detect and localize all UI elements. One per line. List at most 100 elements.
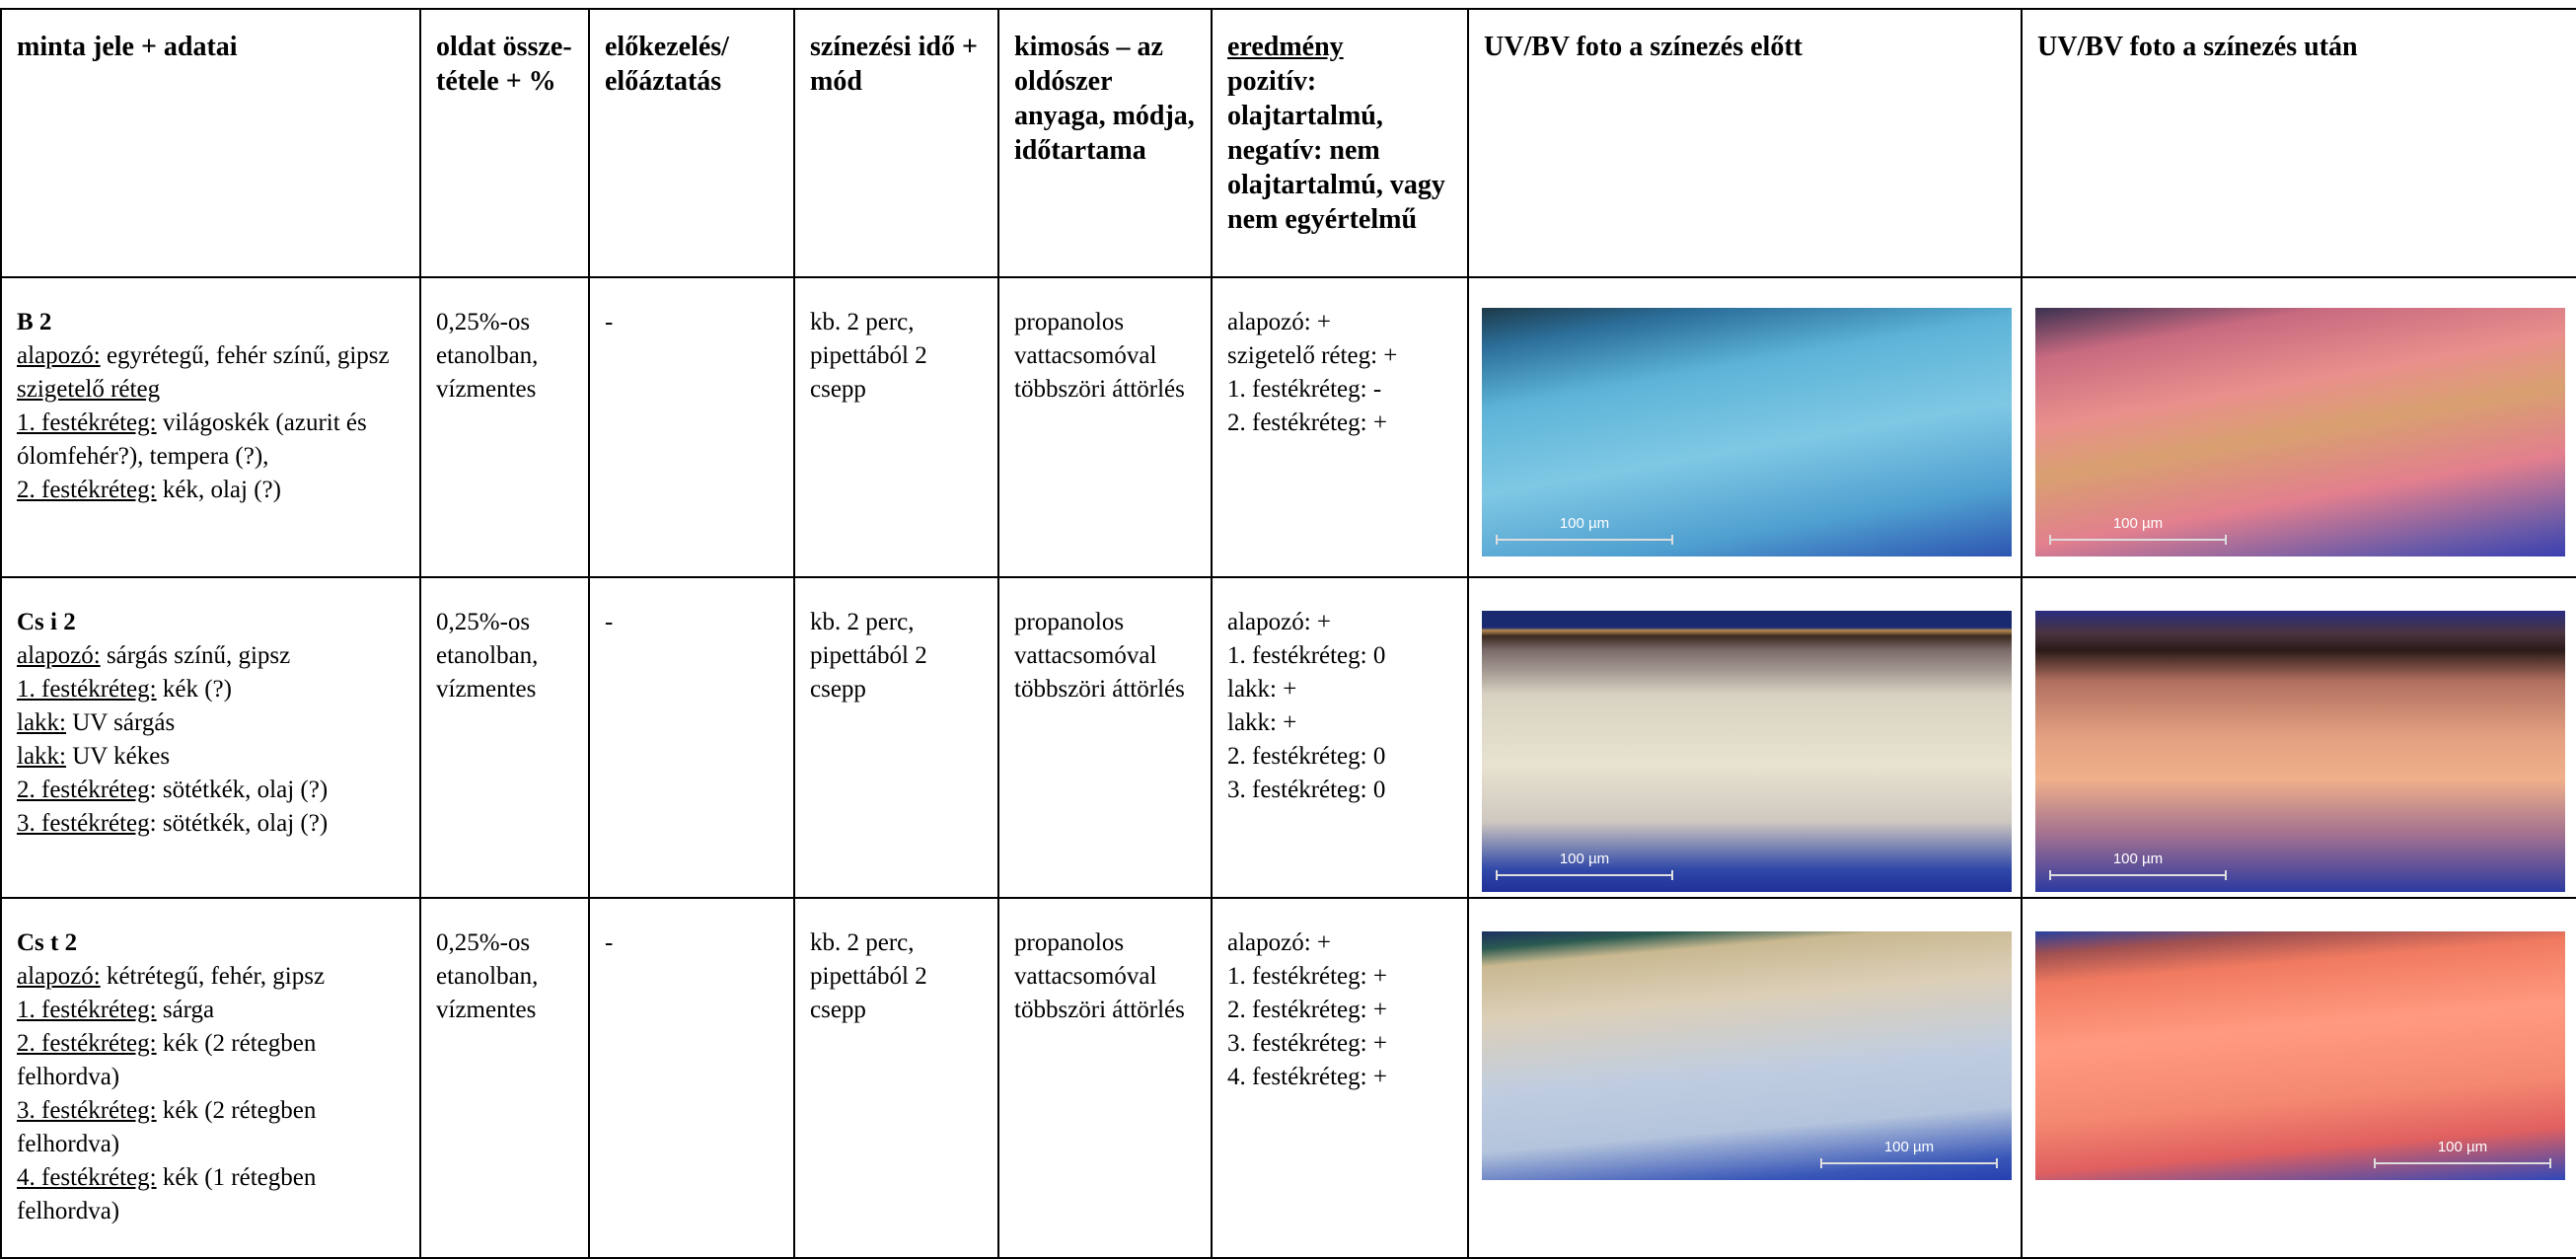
result-line: 2. festékréteg: + [1227, 409, 1387, 436]
sample-cell: B 2 alapozó: egyrétegű, fehér színű, gips… [0, 276, 421, 578]
page: html, body { margin: 0; width: 2611px; h… [0, 8, 2576, 1259]
layer-text: sárgás színű, gipsz [100, 642, 291, 669]
layer-label: lakk: [17, 743, 66, 770]
time: kb. 2 perc, pipettából 2 csepp [810, 929, 927, 1023]
scale-label: 100 µm [1883, 1139, 1935, 1155]
scale-label: 100 µm [2112, 851, 2164, 867]
solution-cell: 0,25%-os etanolban, vízmentes [419, 897, 590, 1259]
solution-cell: 0,25%-os etanolban, vízmentes [419, 276, 590, 578]
photo-cell: 100 µm [2021, 276, 2576, 578]
micro-photo: 100 µm [2035, 308, 2565, 556]
table-body: B 2 alapozó: egyrétegű, fehér színű, gips… [0, 276, 2576, 1259]
result-line: 3. festékréteg: 0 [1227, 777, 1386, 803]
sample-cell: Cs t 2 alapozó: kétrétegű, fehér, gipsz 1.… [0, 897, 421, 1259]
result-line: alapozó: + [1227, 609, 1332, 635]
solution: 0,25%-os etanolban, vízmentes [436, 609, 539, 703]
layer-line: 4. festékréteg: kék (1 rétegben felhordv… [17, 1161, 405, 1228]
layer-text: : sötétkék, olaj (?) [149, 777, 329, 803]
scale-label: 100 µm [2437, 1139, 2488, 1155]
header-text: pozitív: olajtartalmú, negatív: nem olaj… [1227, 66, 1445, 235]
scale-bar: 100 µm [1496, 851, 1673, 880]
result-line: 2. festékréteg: 0 [1227, 743, 1386, 770]
scale-bar: 100 µm [2049, 851, 2227, 880]
photo-cell: 100 µm [1467, 276, 2023, 578]
layer-text: : sötétkék, olaj (?) [149, 810, 329, 837]
header-cell: színezési idő + mód [793, 8, 999, 278]
sample-cell: Cs i 2 alapozó: sárgás színű, gipsz 1. fes… [0, 576, 421, 899]
layer-label: 1. festékréteg: [17, 676, 157, 703]
layer-line: alapozó: egyrétegű, fehér színű, gipsz [17, 339, 405, 373]
photo-cell: 100 µm [1467, 576, 2023, 899]
micro-photo: 100 µm [2035, 611, 2565, 892]
rinse-cell: propanolos vattacsomóval többszöri áttör… [997, 897, 1213, 1259]
layer-label: 1. festékréteg: [17, 997, 157, 1023]
layer-text: világoskék (azurit és ólomfehér?), tempe… [17, 409, 373, 470]
layer-line: 1. festékréteg: világoskék (azurit és ól… [17, 407, 405, 474]
result-line: 1. festékréteg: - [1227, 376, 1382, 403]
header-cell: előkezelés/ előáztatás [588, 8, 795, 278]
result-line: 1. festékréteg: 0 [1227, 642, 1386, 669]
pretreatment-cell: - [588, 576, 795, 899]
layer-line: lakk: UV kékes [17, 740, 405, 774]
layer-line: 3. festékréteg: kék (2 rétegben felhordv… [17, 1094, 405, 1161]
time: kb. 2 perc, pipettából 2 csepp [810, 309, 927, 403]
solution-cell: 0,25%-os etanolban, vízmentes [419, 576, 590, 899]
header-cell: UV/BV foto a színezés előtt [1467, 8, 2023, 278]
sample-id: B 2 [17, 309, 52, 335]
result-line: lakk: + [1227, 709, 1297, 736]
rinse: propanolos vattacsomóval többszöri áttör… [1014, 609, 1185, 703]
layer-line: lakk: UV sárgás [17, 706, 405, 740]
layer-text: sárga [156, 997, 215, 1023]
layer-label: 1. festékréteg: [17, 409, 157, 436]
layer-label: 3. festékréteg: [17, 1097, 157, 1124]
table-row: Cs t 2 alapozó: kétrétegű, fehér, gipsz 1.… [0, 897, 2576, 1259]
result-line: 3. festékréteg: + [1227, 1030, 1387, 1057]
result-cell: alapozó: + 1. festékréteg: 0 lakk: + lakk: … [1211, 576, 1469, 899]
time: kb. 2 perc, pipettából 2 csepp [810, 609, 927, 703]
layer-label: alapozó: [17, 963, 101, 990]
result-line: 4. festékréteg: + [1227, 1064, 1387, 1090]
micro-photo: 100 µm [1482, 308, 2012, 556]
layer-text: UV kékes [66, 743, 171, 770]
result-cell: alapozó: + szigetelő réteg: + 1. festékrét… [1211, 276, 1469, 578]
rinse-cell: propanolos vattacsomóval többszöri áttör… [997, 576, 1213, 899]
result-line: alapozó: + [1227, 309, 1332, 335]
layer-line: 1. festékréteg: kék (?) [17, 673, 405, 706]
header-title: eredmény [1227, 32, 1344, 62]
header-cell: UV/BV foto a színezés után [2021, 8, 2576, 278]
layer-text: kék (2 rétegben felhordva) [17, 1030, 323, 1090]
sample-id: Cs t 2 [17, 929, 78, 956]
result-line: lakk: + [1227, 676, 1297, 703]
layer-line: 2. festékréteg: kék (2 rétegben felhordv… [17, 1027, 405, 1094]
scale-bar: 100 µm [1820, 1139, 1998, 1168]
layer-label: alapozó: [17, 342, 101, 369]
layer-line: 1. festékréteg: sárga [17, 994, 405, 1027]
scale-label: 100 µm [1559, 515, 1610, 532]
layer-label: 2. festékréteg [17, 777, 150, 803]
layer-label: 3. festékréteg [17, 810, 150, 837]
body: {"table": { "headers": ["minta jele + ad… [0, 8, 2576, 1259]
micro-photo: 100 µm [1482, 931, 2012, 1180]
pretreatment-cell: - [588, 276, 795, 578]
sample-id: Cs i 2 [17, 609, 76, 635]
layer-line: 3. festékréteg: sötétkék, olaj (?) [17, 807, 405, 841]
time-cell: kb. 2 perc, pipettából 2 csepp [793, 576, 999, 899]
pretreatment-cell: - [588, 897, 795, 1259]
layer-line: szigetelő réteg [17, 373, 405, 407]
result-line: 1. festékréteg: + [1227, 963, 1387, 990]
result-line: szigetelő réteg: + [1227, 342, 1398, 369]
layer-label: 4. festékréteg: [17, 1164, 157, 1191]
pretreatment: - [605, 309, 614, 335]
header-row: minta jele + adatai oldat össze-tétele + … [0, 8, 2576, 278]
header-cell: minta jele + adatai [0, 8, 421, 278]
layer-text: kék (?) [156, 676, 232, 703]
result-line: alapozó: + [1227, 929, 1332, 956]
photo-cell: 100 µm [1467, 897, 2023, 1259]
layer-label: alapozó: [17, 642, 101, 669]
table-row: B 2 alapozó: egyrétegű, fehér színű, gips… [0, 276, 2576, 578]
photo-cell: 100 µm [2021, 576, 2576, 899]
result-line: 2. festékréteg: + [1227, 997, 1387, 1023]
sample-table: minta jele + adatai oldat össze-tétele + … [0, 8, 2576, 1259]
result-cell: alapozó: + 1. festékréteg: + 2. festékréte… [1211, 897, 1469, 1259]
micro-photo: 100 µm [2035, 931, 2565, 1180]
